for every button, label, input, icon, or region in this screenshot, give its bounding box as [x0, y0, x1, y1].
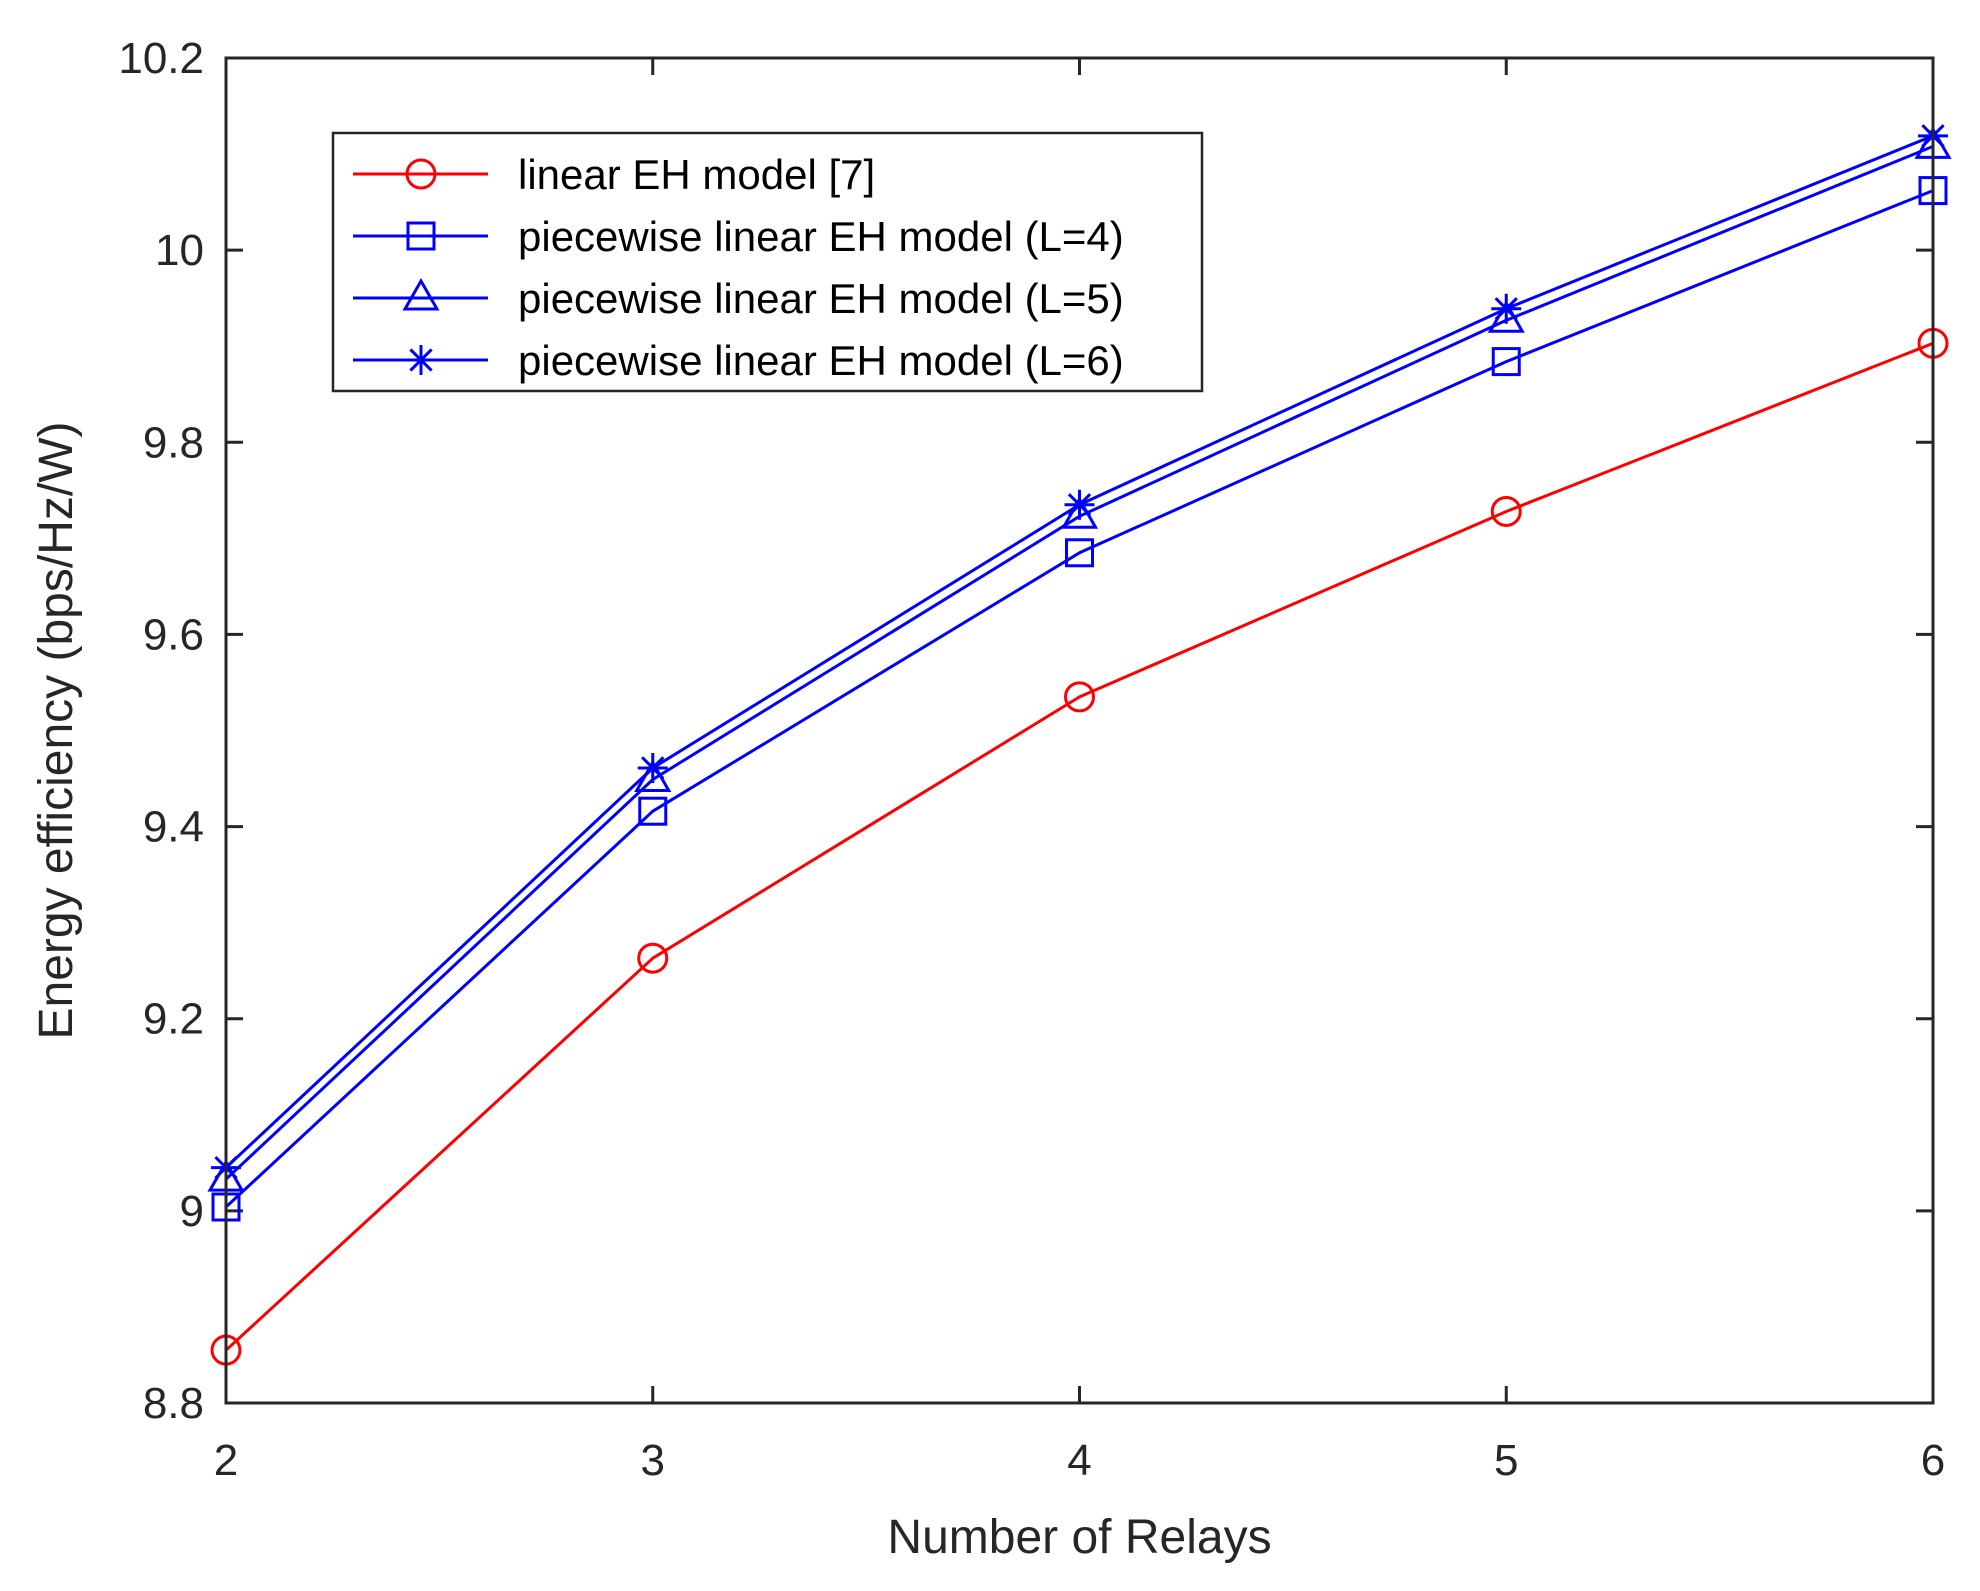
- series-line: [224, 341, 1934, 1352]
- legend-label: piecewise linear EH model (L=6): [518, 337, 1124, 384]
- x-tick-label: 6: [1921, 1436, 1945, 1485]
- x-tick-label: 3: [641, 1436, 665, 1485]
- legend-label: piecewise linear EH model (L=5): [518, 275, 1124, 322]
- data-point: [1065, 538, 1094, 568]
- data-point: [637, 752, 668, 783]
- series-line: [224, 189, 1934, 1209]
- data-point: [637, 942, 669, 974]
- data-point: [638, 796, 668, 826]
- y-tick-label: 8.8: [143, 1379, 204, 1428]
- legend-item: linear EH model [7]: [353, 151, 875, 198]
- legend-box: [331, 131, 1204, 393]
- x-axis-title: Number of Relays: [887, 1511, 1271, 1564]
- data-point: [1064, 489, 1095, 520]
- legend-label: linear EH model [7]: [518, 151, 875, 198]
- y-tick-label: 9.2: [143, 995, 204, 1044]
- legend-item: piecewise linear EH model (L=6): [353, 337, 1124, 384]
- legend-marker: [406, 345, 436, 375]
- x-tick-label: 2: [214, 1436, 238, 1485]
- legend-item: piecewise linear EH model (L=4): [353, 213, 1124, 260]
- data-point: [1064, 681, 1095, 713]
- legend-marker: [402, 277, 440, 311]
- legend-label: piecewise linear EH model (L=4): [518, 213, 1124, 260]
- y-tick-label: 9: [180, 1187, 204, 1236]
- y-tick-label: 9.4: [143, 803, 204, 852]
- legend-marker: [406, 221, 436, 251]
- data-point: [1491, 293, 1522, 324]
- y-tick-label: 9.8: [143, 418, 204, 467]
- y-axis-title: Energy efficiency (bps/Hz/W): [30, 422, 83, 1040]
- y-tick-label: 10.2: [118, 34, 204, 83]
- legend-item: piecewise linear EH model (L=5): [353, 275, 1124, 322]
- y-tick-label: 9.6: [143, 610, 204, 659]
- data-point: [1490, 495, 1522, 527]
- data-point: [1491, 347, 1521, 377]
- axes-box: [224, 56, 1935, 1405]
- legend-marker: [405, 158, 437, 190]
- x-tick-label: 4: [1067, 1436, 1091, 1485]
- x-tick-label: 5: [1494, 1436, 1518, 1485]
- y-tick-label: 10: [155, 226, 204, 275]
